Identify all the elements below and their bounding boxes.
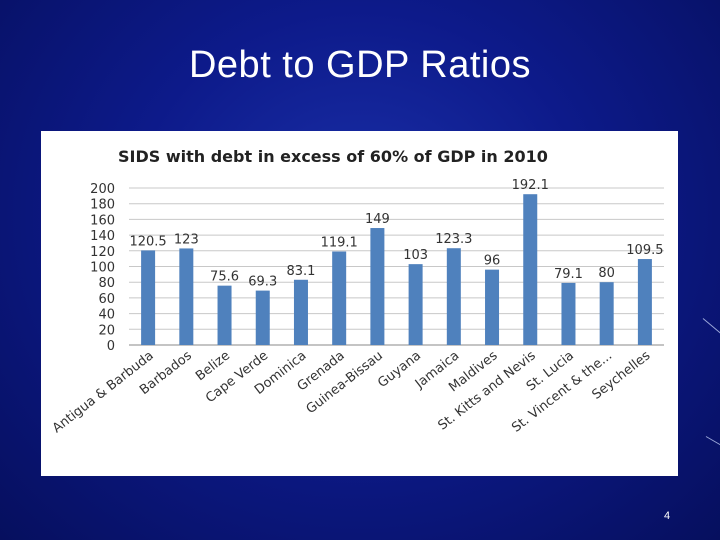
data-label: 119.1 — [321, 236, 358, 251]
bar — [485, 269, 500, 345]
data-label: 75.6 — [210, 270, 239, 285]
bar — [446, 248, 461, 345]
data-label: 103 — [403, 248, 428, 263]
data-label: 69.3 — [248, 275, 277, 290]
bar — [179, 248, 194, 345]
y-tick-label: 180 — [90, 198, 115, 213]
bar — [255, 290, 270, 345]
data-label: 79.1 — [554, 267, 583, 282]
y-tick-label: 140 — [90, 229, 115, 244]
bar — [141, 250, 156, 345]
decorative-line — [702, 318, 720, 335]
data-label: 80 — [598, 266, 615, 281]
data-label: 96 — [484, 254, 501, 269]
data-label: 123.3 — [435, 232, 472, 247]
y-tick-label: 40 — [98, 308, 115, 323]
page-number: 4 — [664, 510, 671, 522]
bar-chart: SIDS with debt in excess of 60% of GDP i… — [50, 147, 664, 436]
bar — [599, 282, 614, 345]
decorative-line — [705, 436, 720, 447]
bar — [370, 228, 385, 345]
data-label: 109.5 — [626, 243, 663, 258]
x-tick-label: Antigua & Barbuda — [50, 348, 157, 436]
bar — [332, 251, 347, 345]
bar — [637, 259, 652, 345]
data-label: 123 — [174, 232, 199, 247]
y-tick-label: 20 — [98, 323, 115, 338]
y-tick-label: 200 — [90, 182, 115, 197]
data-label: 192.1 — [512, 178, 549, 193]
y-tick-label: 120 — [90, 245, 115, 260]
bar — [408, 264, 423, 345]
y-tick-label: 160 — [90, 213, 115, 228]
data-label: 120.5 — [129, 234, 166, 249]
data-label: 83.1 — [286, 264, 315, 279]
chart-panel: SIDS with debt in excess of 60% of GDP i… — [41, 131, 678, 476]
y-tick-label: 0 — [107, 339, 115, 354]
bar — [561, 282, 576, 345]
y-tick-label: 80 — [98, 276, 115, 291]
slide-title: Debt to GDP Ratios — [188, 44, 531, 86]
y-tick-label: 60 — [98, 292, 115, 307]
chart-title: SIDS with debt in excess of 60% of GDP i… — [118, 147, 548, 166]
bar — [217, 285, 232, 345]
bar — [523, 194, 538, 345]
bar — [293, 279, 308, 345]
data-label: 149 — [365, 212, 390, 227]
y-tick-label: 100 — [90, 261, 115, 276]
